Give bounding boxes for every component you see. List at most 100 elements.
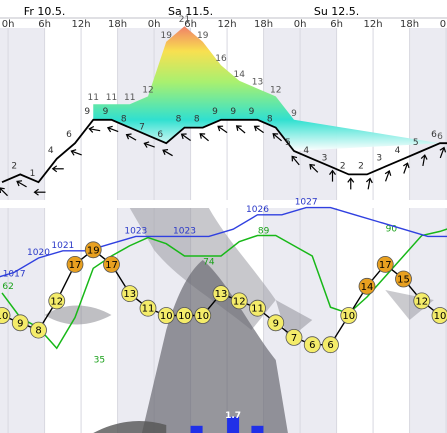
wind-speed-value: 9 [249, 107, 255, 117]
wind-arrow-shaft [403, 163, 408, 174]
temperature-value: 10 [160, 311, 173, 322]
wind-arrow-shaft [145, 143, 155, 148]
wind-speed-value: 1 [30, 169, 36, 179]
wind-arrow [16, 180, 27, 188]
wind-arrow [384, 170, 392, 182]
temperature-value: 11 [251, 304, 264, 315]
temperature-marker [230, 292, 248, 310]
wind-arrow-shaft [367, 179, 371, 190]
temperature-value: 6 [309, 340, 315, 351]
wind-speed-value: 3 [322, 154, 328, 164]
wind-arrow-shaft [384, 171, 390, 182]
wind-arrow [329, 169, 336, 182]
wind-arrow-head [253, 125, 260, 132]
hour-label: 0h [148, 19, 161, 30]
precip-bar [227, 416, 240, 433]
day-label: Sa 11.5. [168, 5, 213, 18]
gust-value: 11 [88, 93, 99, 103]
temperature-marker [176, 307, 193, 324]
wind-arrow-shaft [273, 133, 282, 142]
hour-label: 12h [364, 19, 383, 30]
humidity-line [1, 228, 447, 350]
wind-arrow-head [125, 133, 132, 140]
wind-arrow-head [217, 125, 224, 132]
gust-value: 6 [437, 132, 443, 142]
wind-arrow [199, 133, 209, 142]
temperature-value: 15 [397, 275, 410, 286]
wind-arrow [51, 165, 64, 173]
gust-value: 21 [179, 15, 190, 25]
gust-value: 19 [161, 31, 173, 41]
wind-arrow-head [88, 125, 95, 133]
wind-speed-value: 5 [413, 138, 419, 148]
gust-value: 9 [291, 109, 297, 119]
pressure-label: 1023 [124, 226, 147, 236]
temperature-value: 13 [123, 289, 136, 300]
wind-speed-value: 9 [84, 107, 90, 117]
wind-arrow [0, 187, 8, 197]
wind-arrow-shaft [17, 181, 27, 188]
wind-speed-value: 6 [431, 130, 437, 140]
wind-arrow [125, 133, 137, 141]
wind-arrow-head [291, 155, 298, 162]
temperature-marker [30, 321, 47, 339]
wind-arrow-head [16, 180, 23, 187]
wind-speed-value: 6 [157, 130, 163, 140]
day-label: Fr 10.5. [24, 5, 66, 18]
wind-arrow-shaft [90, 128, 101, 132]
temperature-value: 17 [69, 260, 82, 271]
wind-arrow-head [347, 177, 355, 183]
hour-label: 12h [218, 19, 237, 30]
temperature-value: 17 [379, 260, 392, 271]
wind-speed-value: 7 [139, 122, 145, 132]
wind-arrow [106, 125, 119, 133]
wind-arrow [291, 155, 300, 166]
wind-arrow [309, 163, 319, 173]
wind-speed-value: 2 [11, 161, 17, 171]
precip-bar [251, 425, 264, 433]
wind-arrow [235, 125, 246, 134]
wind-arrow [88, 125, 101, 133]
gust-value: 12 [270, 85, 281, 95]
wind-speed-value: 8 [267, 115, 273, 125]
hour-label: 0h [294, 19, 307, 30]
wind-arrow-shaft [108, 127, 119, 133]
wind-arrow-head [106, 125, 113, 133]
wind-arrow-shaft [200, 133, 209, 142]
wind-speed-value: 5 [285, 138, 291, 148]
wind-arrow-shaft [255, 126, 264, 134]
temperature-value: 17 [105, 260, 118, 271]
temperature-marker [212, 285, 230, 303]
gust-value: 11 [124, 93, 135, 103]
wind-arrow-head [162, 149, 169, 156]
wind-speed-value: 6 [66, 130, 72, 140]
wind-speed-value: 4 [395, 146, 401, 156]
wind-arrow [420, 154, 428, 167]
wind-arrow [403, 162, 410, 174]
temperature-value: 19 [87, 245, 100, 256]
wind-arrow [347, 177, 355, 190]
hour-label: 6h [330, 19, 343, 30]
wind-arrow-shaft [182, 134, 191, 141]
humidity-label: 89 [258, 227, 270, 237]
wind-speed-value: 8 [121, 115, 127, 125]
humidity-label: 90 [386, 225, 398, 235]
wind-arrow-shaft [0, 188, 8, 197]
temperature-marker [139, 299, 157, 317]
wind-arrow-shaft [163, 150, 173, 157]
temperature-value: 10 [0, 311, 8, 322]
wind-speed-value: 9 [212, 107, 218, 117]
night-band [0, 28, 45, 433]
wind-speed-value: 3 [376, 154, 382, 164]
day-label: Su 12.5. [314, 5, 359, 18]
temperature-value: 8 [35, 326, 41, 337]
temperature-marker [249, 299, 266, 317]
gust-value: 13 [252, 78, 263, 88]
temperature-marker [358, 277, 376, 295]
wind-arrow-head [439, 146, 447, 153]
temperature-marker [395, 270, 412, 288]
wind-arrow-shaft [127, 134, 137, 141]
wind-arrow-head [420, 154, 428, 160]
temperature-marker [66, 255, 84, 273]
temperature-marker [194, 307, 212, 324]
